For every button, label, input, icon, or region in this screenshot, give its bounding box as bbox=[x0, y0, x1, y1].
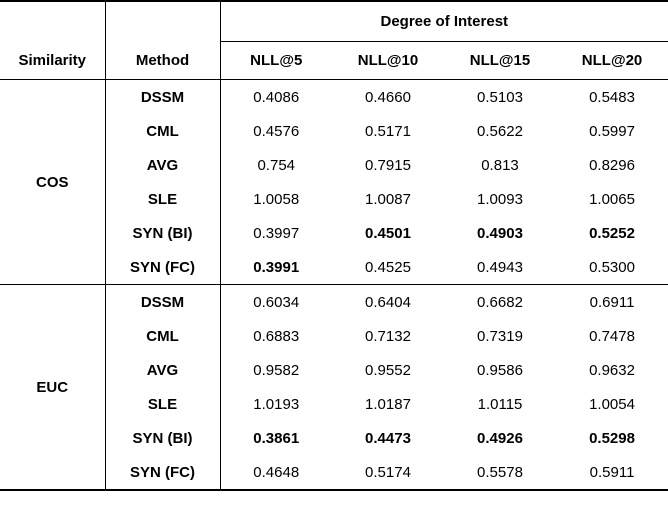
value-cell: 0.813 bbox=[481, 156, 519, 174]
value-cell: 0.4943 bbox=[477, 258, 523, 276]
header-row-columns: Similarity Method NLL@5 NLL@10 NLL@15 NL… bbox=[0, 41, 668, 80]
value-cell: 0.8296 bbox=[589, 156, 635, 174]
table-row: CML 0.6883 0.7132 0.7319 0.7478 bbox=[0, 319, 668, 353]
metric-header: NLL@5 bbox=[219, 41, 332, 80]
value-cell: 0.7915 bbox=[365, 156, 411, 174]
value-cell: 0.6034 bbox=[220, 284, 332, 319]
value-cell: 0.7319 bbox=[477, 327, 523, 345]
similarity-cell: EUC bbox=[0, 284, 106, 490]
value-cell: 0.3991 bbox=[253, 258, 300, 276]
method-cell: SYN (BI) bbox=[105, 216, 221, 250]
method-cell: CML bbox=[105, 319, 221, 353]
similarity-header: Similarity bbox=[0, 41, 105, 80]
metric-header: NLL@20 bbox=[556, 41, 668, 80]
value-cell: 0.6682 bbox=[444, 284, 556, 319]
table-row: SYN (BI) 0.3997 0.4501 0.4903 0.5252 bbox=[0, 216, 668, 250]
value-cell: 0.754 bbox=[257, 156, 296, 174]
value-cell: 0.4473 bbox=[365, 429, 411, 447]
value-cell: 1.0065 bbox=[589, 190, 635, 208]
table-row: SLE 1.0193 1.0187 1.0115 1.0054 bbox=[0, 387, 668, 421]
value-cell: 0.5252 bbox=[589, 224, 635, 242]
value-cell: 0.4648 bbox=[253, 463, 300, 481]
value-cell: 0.6883 bbox=[253, 327, 300, 345]
value-cell: 1.0058 bbox=[253, 190, 300, 208]
table-row: EUC DSSM 0.6034 0.6404 0.6682 0.6911 bbox=[0, 284, 668, 490]
table-body: COS DSSM 0.4086 0.4660 0.5103 0.5483 CML 0.4576… bbox=[0, 79, 668, 490]
header-blank-method bbox=[104, 1, 220, 42]
table-row: CML 0.4576 0.5171 0.5622 0.5997 bbox=[0, 114, 668, 148]
value-cell: 0.3861 bbox=[253, 429, 300, 447]
table-header: Degree of Interest Similarity Method NLL… bbox=[0, 1, 668, 80]
results-table: Degree of Interest Similarity Method NLL… bbox=[0, 0, 668, 491]
value-cell: 0.4576 bbox=[253, 122, 300, 140]
value-cell: 0.4501 bbox=[365, 224, 411, 242]
value-cell: 1.0054 bbox=[589, 395, 635, 413]
method-header: Method bbox=[104, 41, 220, 80]
value-cell: 0.5997 bbox=[589, 122, 635, 140]
value-cell: 0.9552 bbox=[365, 361, 411, 379]
value-cell: 0.4903 bbox=[477, 224, 523, 242]
value-cell: 1.0115 bbox=[477, 395, 523, 413]
table-row: AVG 0.9582 0.9552 0.9586 0.9632 bbox=[0, 353, 668, 387]
table-row: SYN (FC) 0.4648 0.5174 0.5578 0.5911 bbox=[0, 455, 668, 490]
value-cell: 0.5298 bbox=[589, 429, 635, 447]
metric-header: NLL@15 bbox=[444, 41, 556, 80]
value-cell: 0.5578 bbox=[477, 463, 523, 481]
value-cell: 0.5911 bbox=[589, 463, 635, 481]
value-cell: 0.4525 bbox=[365, 258, 411, 276]
value-cell: 0.7478 bbox=[589, 327, 635, 345]
table-row: SLE 1.0058 1.0087 1.0093 1.0065 bbox=[0, 182, 668, 216]
method-cell: SYN (FC) bbox=[105, 455, 221, 490]
value-cell: 1.0193 bbox=[253, 395, 300, 413]
value-cell: 0.5622 bbox=[477, 122, 523, 140]
method-cell: SYN (FC) bbox=[105, 250, 221, 285]
method-cell: SYN (BI) bbox=[105, 421, 221, 455]
value-cell: 0.5300 bbox=[589, 258, 635, 276]
header-row-group: Degree of Interest bbox=[0, 1, 668, 42]
value-cell: 0.9582 bbox=[253, 361, 300, 379]
value-cell: 0.6911 bbox=[556, 284, 668, 319]
header-blank-similarity bbox=[0, 1, 105, 42]
value-cell: 0.7132 bbox=[365, 327, 411, 345]
degree-of-interest-header: Degree of Interest bbox=[219, 1, 668, 42]
value-cell: 1.0093 bbox=[477, 190, 523, 208]
table-row: SYN (BI) 0.3861 0.4473 0.4926 0.5298 bbox=[0, 421, 668, 455]
value-cell: 0.4660 bbox=[332, 79, 444, 114]
value-cell: 0.5483 bbox=[556, 79, 668, 114]
method-cell: SLE bbox=[105, 387, 221, 421]
value-cell: 0.6404 bbox=[332, 284, 444, 319]
value-cell: 1.0187 bbox=[365, 395, 411, 413]
value-cell: 0.4926 bbox=[477, 429, 523, 447]
method-cell: DSSM bbox=[105, 284, 221, 319]
value-cell: 0.4086 bbox=[220, 79, 332, 114]
metric-header: NLL@10 bbox=[332, 41, 444, 80]
value-cell: 0.9632 bbox=[589, 361, 635, 379]
table-row: SYN (FC) 0.3991 0.4525 0.4943 0.5300 bbox=[0, 250, 668, 285]
value-cell: 0.5103 bbox=[444, 79, 556, 114]
method-cell: SLE bbox=[105, 182, 221, 216]
method-cell: AVG bbox=[105, 148, 221, 182]
value-cell: 1.0087 bbox=[365, 190, 411, 208]
value-cell: 0.5174 bbox=[365, 463, 411, 481]
method-cell: CML bbox=[105, 114, 221, 148]
method-cell: DSSM bbox=[105, 79, 221, 114]
value-cell: 0.9586 bbox=[477, 361, 523, 379]
table-row: AVG 0.754 0.7915 0.813 0.8296 bbox=[0, 148, 668, 182]
table-row: COS DSSM 0.4086 0.4660 0.5103 0.5483 bbox=[0, 79, 668, 285]
value-cell: 0.3997 bbox=[253, 224, 300, 242]
value-cell: 0.5171 bbox=[365, 122, 411, 140]
method-cell: AVG bbox=[105, 353, 221, 387]
similarity-cell: COS bbox=[0, 79, 106, 285]
